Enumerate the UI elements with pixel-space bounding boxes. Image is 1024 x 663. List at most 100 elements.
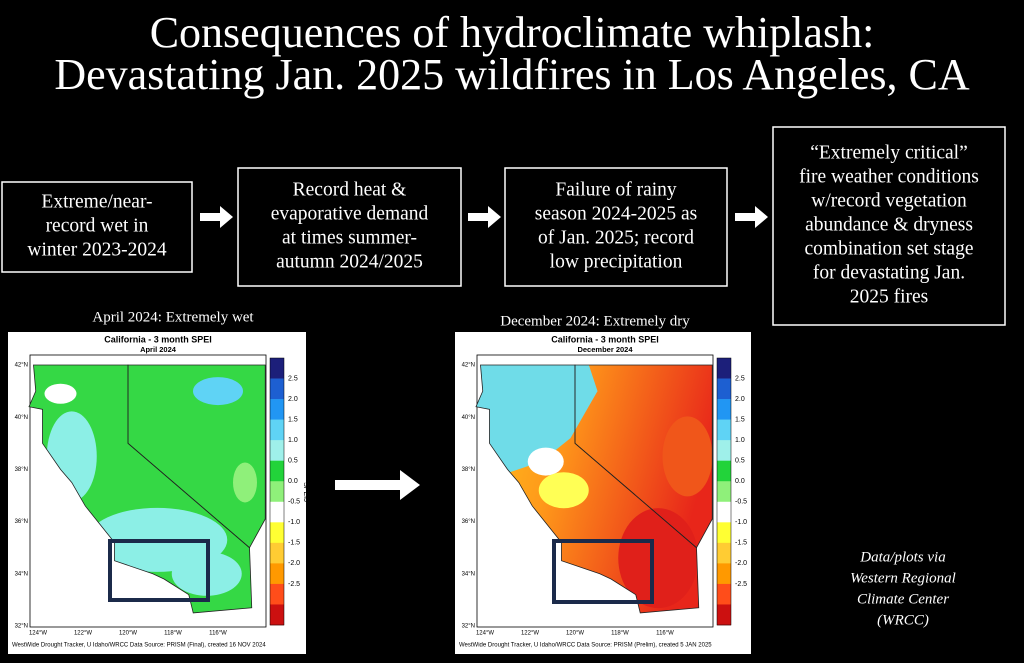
flow-text: abundance & dryness — [805, 214, 973, 235]
flow-text: w/record vegetation — [811, 190, 967, 211]
study-box — [108, 539, 210, 602]
map-title: California - 3 month SPEI — [104, 334, 212, 344]
colorbar-tick: -2.0 — [735, 560, 747, 567]
colorbar-tick: -2.0 — [288, 560, 300, 567]
flow-text: winter 2023-2024 — [27, 239, 166, 260]
lon-label: 116°W — [656, 631, 674, 637]
arrow — [200, 206, 233, 228]
colorbar-swatch — [717, 501, 731, 523]
colorbar-tick: -0.5 — [288, 499, 300, 506]
colorbar-tick: 1.0 — [288, 437, 298, 444]
colorbar-tick: 2.0 — [288, 396, 298, 403]
colorbar-swatch — [270, 440, 284, 461]
flow-text: combination set stage — [805, 238, 974, 259]
flow-text: Record heat & — [293, 179, 407, 200]
colorbar-swatch — [270, 481, 284, 503]
region — [476, 365, 598, 475]
flow-arrows — [200, 206, 768, 500]
colorbar-tick: 0.5 — [735, 458, 745, 465]
lon-label: 120°W — [566, 631, 584, 637]
colorbar-swatch — [717, 399, 731, 420]
arrow — [735, 206, 768, 228]
arrow — [335, 470, 420, 500]
study-box — [552, 539, 654, 604]
colorbar-swatch — [717, 358, 731, 379]
lat-label: 42°N — [15, 363, 28, 369]
colorbar-tick: -2.5 — [735, 581, 747, 588]
arrow — [468, 206, 501, 228]
colorbar-swatch — [270, 501, 284, 523]
lat-label: 38°N — [15, 467, 28, 473]
lon-label: 120°W — [119, 631, 137, 637]
map-caption: December 2024: Extremely dry — [500, 313, 690, 329]
region — [527, 447, 564, 476]
lon-label: 118°W — [164, 631, 182, 637]
flow-box — [772, 126, 1006, 326]
colorbar-tick: 0.0 — [735, 478, 745, 485]
colorbar-tick: 1.0 — [735, 437, 745, 444]
region — [538, 472, 589, 509]
colorbar-swatch — [270, 460, 284, 482]
colorbar-swatch — [270, 522, 284, 544]
colorbar-tick: -1.0 — [735, 519, 747, 526]
flow-text: fire weather conditions — [799, 166, 979, 187]
colorbar-swatch — [270, 604, 284, 626]
colorbar-tick: -1.5 — [735, 540, 747, 547]
colorbar-swatch — [717, 542, 731, 564]
flow-text: at times summer- — [282, 227, 417, 248]
flow-text: of Jan. 2025; record — [538, 227, 694, 248]
lon-label: 124°W — [476, 631, 494, 637]
lat-label: 36°N — [462, 519, 475, 525]
region — [662, 416, 713, 497]
flow-box — [504, 167, 728, 287]
flow-text: “Extremely critical” — [810, 142, 968, 163]
colorbar-tick: 2.0 — [735, 396, 745, 403]
flow-text: record wet in — [46, 215, 149, 236]
colorbar-swatch — [270, 583, 284, 605]
flow-text: autumn 2024/2025 — [276, 251, 423, 272]
flow-text: Failure of rainy — [555, 179, 677, 200]
lat-label: 40°N — [462, 415, 475, 421]
region — [44, 383, 77, 404]
colorbar-frame — [716, 357, 732, 626]
slide-title: Devastating Jan. 2025 wildfires in Los A… — [54, 50, 970, 99]
flow-box — [1, 181, 193, 273]
lon-label: 124°W — [29, 631, 47, 637]
map-caption: April 2024: Extremely wet — [92, 309, 254, 325]
colorbar-swatch — [270, 542, 284, 564]
colorbar-tick: 0.5 — [288, 458, 298, 465]
slide-title: Consequences of hydroclimate whiplash: — [150, 8, 875, 57]
flow-box — [237, 167, 462, 287]
lon-label: 122°W — [521, 631, 539, 637]
colorbar-swatch — [717, 440, 731, 461]
colorbar-swatch — [717, 583, 731, 605]
colorbar-tick: -1.5 — [288, 540, 300, 547]
flow-text: season 2024-2025 as — [535, 203, 697, 224]
colorbar-swatch — [270, 358, 284, 379]
lon-label: 122°W — [74, 631, 92, 637]
credit: Climate Center — [857, 591, 949, 607]
colorbar-swatch — [717, 378, 731, 400]
credit: Data/plots via — [859, 549, 945, 565]
colorbar-tick: -2.5 — [288, 581, 300, 588]
colorbar-tick: 2.5 — [288, 375, 298, 382]
region — [233, 462, 257, 503]
colorbar-tick: 2.5 — [735, 375, 745, 382]
colorbar-swatch — [717, 522, 731, 544]
lon-label: 116°W — [209, 631, 227, 637]
colorbar-swatch — [717, 481, 731, 503]
map-subtitle: December 2024 — [577, 345, 633, 354]
lat-label: 34°N — [462, 571, 475, 577]
flow-text: evaporative demand — [271, 203, 429, 224]
flow-text: Extreme/near- — [41, 191, 152, 212]
state-border — [127, 364, 266, 549]
colorbar-swatch — [717, 604, 731, 626]
colorbar-swatch — [270, 563, 284, 585]
colorbar-tick: 1.5 — [735, 416, 745, 423]
colorbar-swatch — [270, 419, 284, 441]
map-subtitle: April 2024 — [140, 345, 177, 354]
colorbar-label: SPEI3 — [749, 482, 756, 502]
colorbar-tick: 0.0 — [288, 478, 298, 485]
colorbar-tick: 1.5 — [288, 416, 298, 423]
colorbar-swatch — [270, 399, 284, 420]
